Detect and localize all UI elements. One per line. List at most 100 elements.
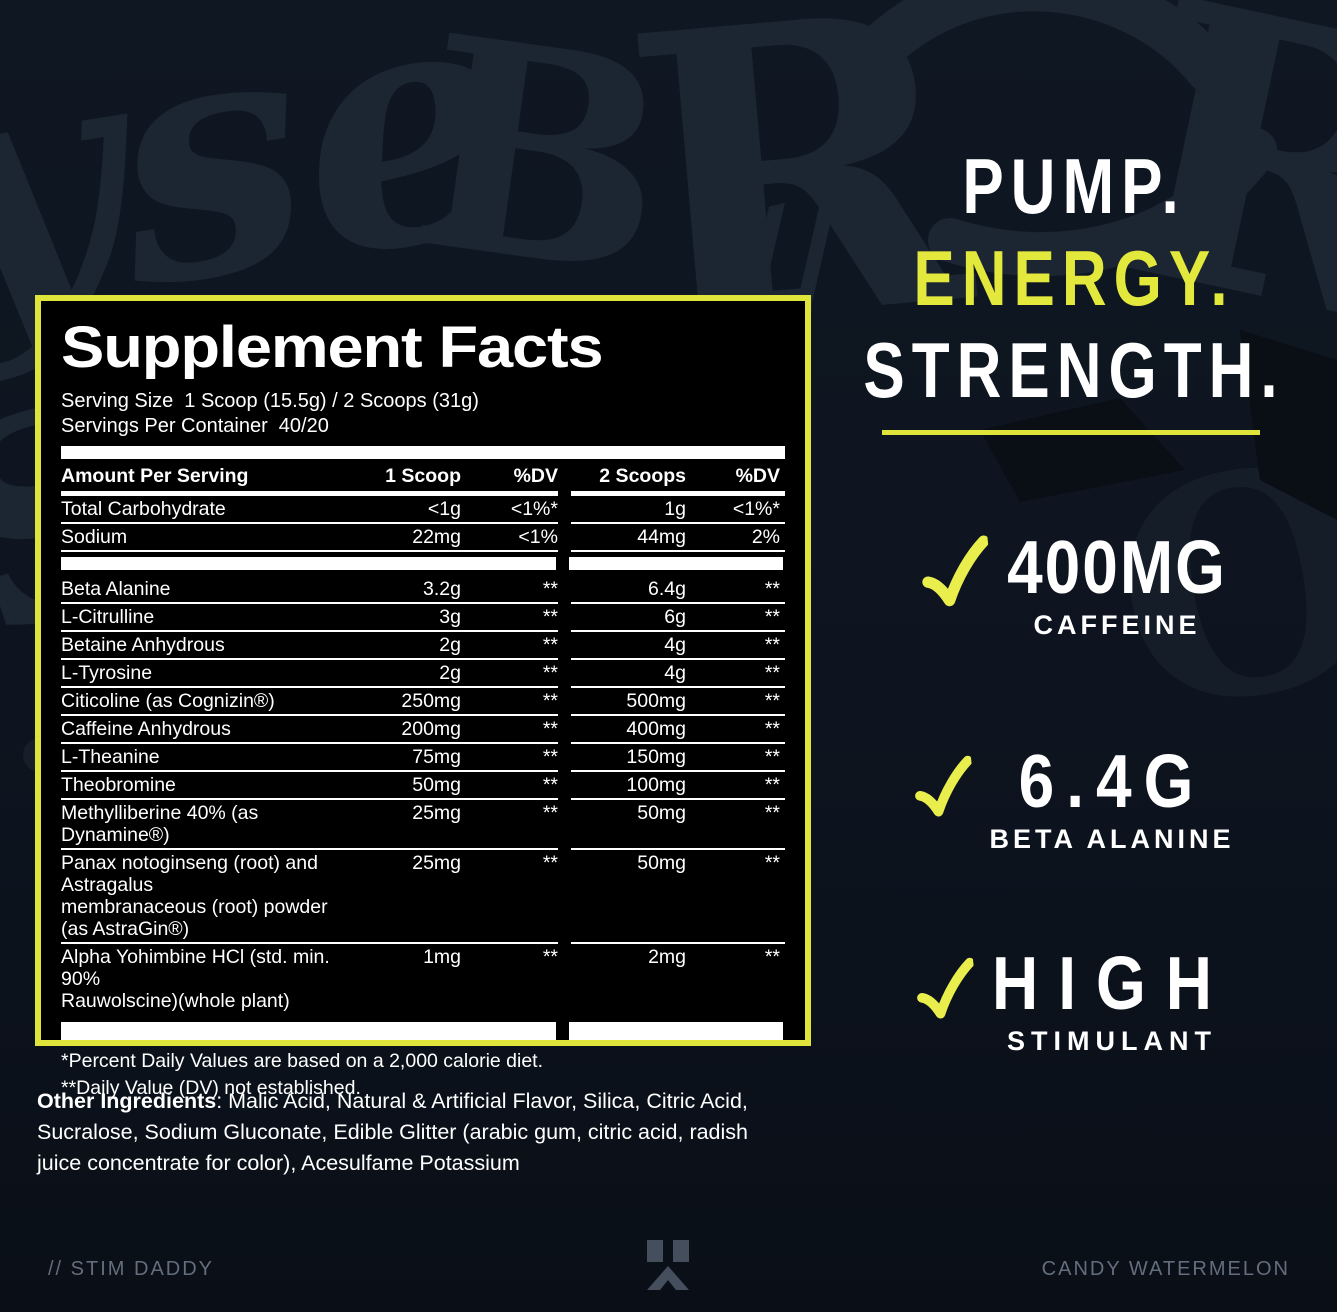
serving-size-line: Serving Size 1 Scoop (15.5g) / 2 Scoops (…	[61, 389, 785, 414]
row-dv-2scoops: **	[764, 662, 780, 684]
other-ingredients-label: Other Ingredients	[37, 1088, 217, 1113]
other-ingredients-text: : Malic Acid, Natural & Artificial Flavo…	[37, 1088, 749, 1175]
row-amount-2scoops: 6.4g	[648, 578, 686, 600]
row-dv-1scoop: **	[542, 774, 558, 796]
row-dv-1scoop: **	[542, 606, 558, 628]
feature-caffeine: 400MG CAFFEINE	[811, 525, 1337, 641]
ingredient-row: L-Citrulline 3g ** 6g **	[61, 604, 785, 632]
row-amount-2scoops: 100mg	[626, 774, 686, 796]
supplement-facts-panel: Supplement Facts Serving Size 1 Scoop (15…	[35, 295, 811, 1099]
row-amount-1scoop: 2g	[439, 662, 461, 684]
ingredient-row: L-Theanine 75mg ** 150mg **	[61, 744, 785, 772]
headline-pump: PUMP.	[962, 144, 1186, 231]
row-label: Theobromine	[61, 774, 176, 796]
row-dv-1scoop: **	[542, 634, 558, 656]
headline-energy: ENERGY.	[913, 236, 1235, 323]
end-divider-bars	[61, 1022, 785, 1040]
ingredient-row: Alpha Yohimbine HCl (std. min. 90% Rauwo…	[61, 944, 785, 1014]
header-dv-2: %DV	[735, 465, 780, 487]
row-dv-1scoop: **	[542, 946, 558, 968]
row-dv-1scoop: **	[542, 746, 558, 768]
servings-label: Servings Per Container	[61, 415, 268, 437]
checkmark-icon	[917, 957, 975, 1019]
ingredient-rows: Total Carbohydrate <1g <1%* 1g <1%* Sodium 22m…	[61, 496, 785, 1014]
row-dv-2scoops: <1%*	[732, 498, 780, 520]
row-dv-2scoops: **	[764, 606, 780, 628]
feature-label: BETA ALANINE	[989, 824, 1235, 854]
row-amount-2scoops: 44mg	[637, 526, 686, 548]
ingredient-row: L-Tyrosine 2g ** 4g **	[61, 660, 785, 688]
row-dv-1scoop: **	[542, 852, 558, 874]
servings-value: 40/20	[278, 415, 329, 437]
row-amount-1scoop: 50mg	[412, 774, 461, 796]
row-amount-1scoop: 250mg	[401, 690, 461, 712]
row-label: L-Theanine	[61, 746, 160, 768]
row-amount-2scoops: 4g	[664, 662, 686, 684]
row-amount-1scoop: 3g	[439, 606, 461, 628]
row-dv-2scoops: **	[764, 746, 780, 768]
row-dv-2scoops: **	[764, 634, 780, 656]
ingredient-row: Panax notoginseng (root) and Astragalus …	[61, 850, 785, 944]
row-amount-1scoop: 25mg	[412, 852, 461, 874]
row-label: Citicoline (as Cognizin®)	[61, 690, 275, 712]
row-dv-2scoops: 2%	[751, 526, 780, 548]
svg-text:B: B	[397, 0, 687, 343]
ingredient-row: Methylliberine 40% (as Dynamine®) 25mg ** 5…	[61, 800, 785, 850]
feature-beta-alanine: 6.4G BETA ALANINE	[811, 739, 1337, 855]
row-dv-1scoop: <1%*	[510, 498, 558, 520]
row-label: L-Citrulline	[61, 606, 155, 628]
footnote-daily-values: *Percent Daily Values are based on a 2,0…	[61, 1050, 544, 1072]
footnotes: *Percent Daily Values are based on a 2,0…	[61, 1048, 785, 1102]
footer-flavor-name: CANDY WATERMELON	[1041, 1258, 1290, 1280]
row-label: Betaine Anhydrous	[61, 634, 225, 656]
row-dv-1scoop: <1%	[518, 526, 558, 548]
ingredient-row: Betaine Anhydrous 2g ** 4g **	[61, 632, 785, 660]
row-amount-2scoops: 1g	[664, 498, 686, 520]
row-amount-1scoop: <1g	[427, 498, 461, 520]
row-label: Alpha Yohimbine HCl (std. min. 90% Rauwo…	[61, 946, 330, 1012]
feature-value: HIGH	[992, 940, 1232, 1026]
table-header-row: Amount Per Serving 1 Scoop %DV 2 Scoops …	[61, 462, 785, 496]
serving-size-label: Serving Size	[61, 390, 174, 412]
ingredient-row: Sodium 22mg <1% 44mg 2%	[61, 524, 785, 552]
servings-per-container-line: Servings Per Container 40/20	[61, 414, 785, 439]
row-amount-2scoops: 50mg	[637, 802, 686, 824]
row-amount-2scoops: 400mg	[626, 718, 686, 740]
feature-high-stimulant: HIGH STIMULANT	[811, 941, 1337, 1057]
row-dv-1scoop: **	[542, 662, 558, 684]
row-amount-1scoop: 22mg	[412, 526, 461, 548]
header-2-scoops: 2 Scoops	[599, 465, 686, 487]
row-dv-1scoop: **	[542, 802, 558, 824]
row-dv-1scoop: **	[542, 690, 558, 712]
row-amount-2scoops: 6g	[664, 606, 686, 628]
row-amount-2scoops: 2mg	[648, 946, 686, 968]
ingredient-row: Caffeine Anhydrous 200mg ** 400mg **	[61, 716, 785, 744]
row-dv-2scoops: **	[764, 718, 780, 740]
feature-value: 400MG	[1007, 524, 1227, 610]
row-amount-1scoop: 75mg	[412, 746, 461, 768]
row-dv-1scoop: **	[542, 578, 558, 600]
row-label: Total Carbohydrate	[61, 498, 226, 520]
ingredient-row: Theobromine 50mg ** 100mg **	[61, 772, 785, 800]
brand-logo-icon	[647, 1240, 689, 1290]
headline-strength: STRENGTH.	[863, 328, 1285, 415]
row-amount-2scoops: 50mg	[637, 852, 686, 874]
section-divider	[61, 557, 785, 570]
serving-size-value: 1 Scoop (15.5g) / 2 Scoops (31g)	[184, 390, 479, 412]
row-label: Panax notoginseng (root) and Astragalus …	[61, 852, 328, 940]
header-1-scoop: 1 Scoop	[385, 465, 461, 487]
footnote-dv-not-established: **Daily Value (DV) not established.	[61, 1077, 361, 1099]
footer-product-name: // STIM DADDY	[48, 1258, 215, 1280]
row-label: Methylliberine 40% (as Dynamine®)	[61, 802, 259, 846]
other-ingredients: Other Ingredients: Malic Acid, Natural &…	[37, 1086, 767, 1179]
row-label: Caffeine Anhydrous	[61, 718, 231, 740]
header-dv-1: %DV	[513, 465, 558, 487]
row-dv-2scoops: **	[764, 946, 780, 968]
headline-underline	[882, 430, 1260, 435]
row-dv-2scoops: **	[764, 578, 780, 600]
feature-label: CAFFEINE	[1033, 610, 1201, 640]
headline: PUMP. ENERGY. STRENGTH.	[811, 142, 1337, 435]
row-amount-1scoop: 2g	[439, 634, 461, 656]
row-amount-1scoop: 25mg	[412, 802, 461, 824]
